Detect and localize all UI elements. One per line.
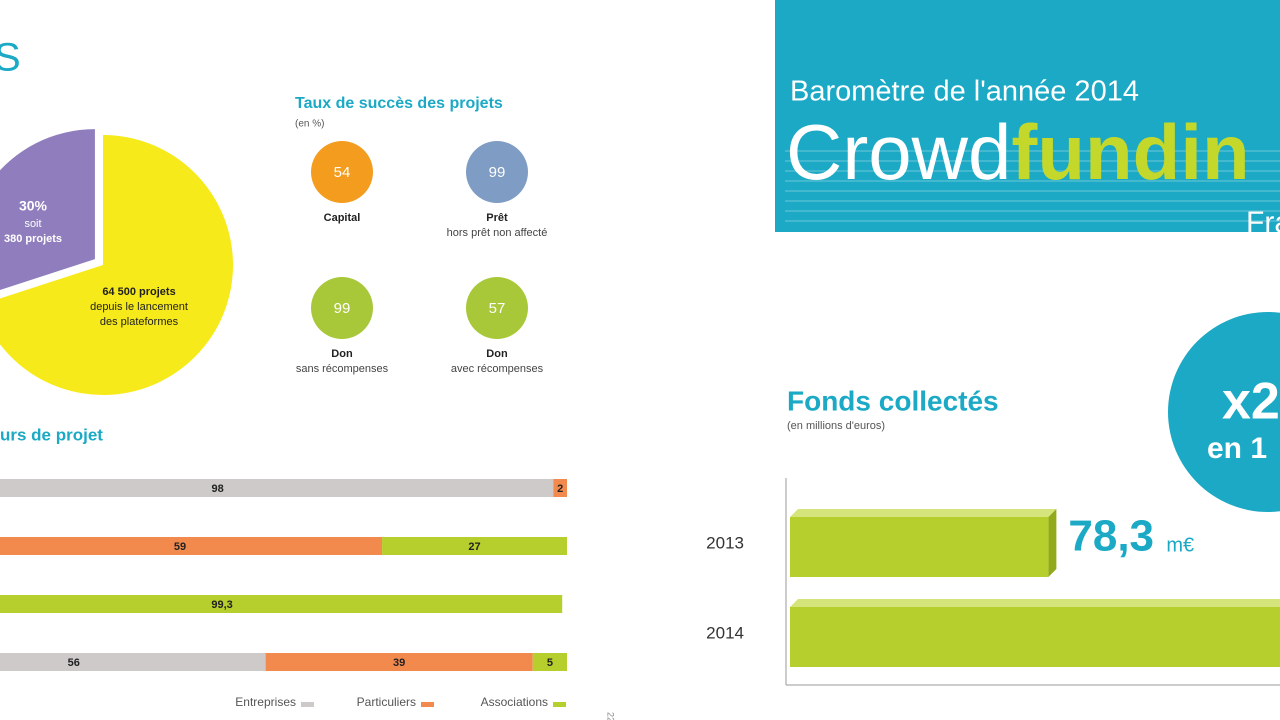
- bar-value-label: 59: [174, 541, 186, 553]
- pie-value-label: 30%: [19, 198, 48, 214]
- bar-segment: [265, 653, 533, 671]
- rate-circle: [311, 141, 373, 203]
- pie-annotation: soit: [24, 218, 41, 230]
- rate-value: 57: [489, 300, 506, 317]
- bar-value-label: 27: [468, 541, 480, 553]
- rate-circle: [466, 141, 528, 203]
- rate-value: 54: [334, 164, 351, 181]
- chart-title: Fonds collectés: [787, 385, 999, 416]
- banner-word-bold: fundin: [1011, 108, 1249, 196]
- pie-slice: [0, 129, 95, 290]
- section-title: Taux de succès des projets: [295, 95, 503, 112]
- y-tick-label: 2013: [706, 533, 744, 552]
- bar-segment: [532, 653, 567, 671]
- pie-annotation: des plateformes: [100, 316, 179, 328]
- bar-value-unit: m€: [1166, 534, 1194, 556]
- bar-value-label: 98: [212, 483, 224, 495]
- banner-title: Crowdfundin: [786, 108, 1250, 196]
- bar-value-label: 56: [68, 657, 80, 669]
- rate-label: Don: [331, 348, 353, 360]
- pie-annotation: 380 projets: [4, 233, 62, 245]
- banner-word-light: Crowd: [786, 108, 1011, 196]
- badge: [1168, 312, 1280, 512]
- rate-note: sans récompenses: [296, 363, 389, 375]
- bar-value-label: 78,3: [1068, 512, 1154, 561]
- banner: [775, 0, 1280, 232]
- y-tick-label: 2014: [706, 623, 744, 642]
- legend-label: Associations: [481, 695, 548, 709]
- rate-note: hors prêt non affecté: [447, 227, 548, 239]
- bar-segment: [0, 595, 563, 613]
- legend-label: Entreprises: [235, 695, 296, 709]
- pie-slice: [0, 135, 233, 395]
- bar-value-label: 39: [393, 657, 405, 669]
- bar-top: [790, 599, 1280, 607]
- rate-label: Don: [486, 348, 508, 360]
- legend-swatch: [553, 702, 566, 707]
- banner-country: Fra: [1246, 206, 1280, 239]
- bar-value-label: 5: [547, 657, 553, 669]
- pie-annotation: depuis le lancement: [90, 301, 188, 313]
- header-fragment: S: [0, 36, 21, 80]
- badge-line1: x2: [1222, 373, 1280, 431]
- rate-label: Capital: [324, 212, 361, 224]
- bar-value-label: 99,3: [211, 599, 232, 611]
- bar-segment: [0, 479, 554, 497]
- rate-circle: [466, 277, 528, 339]
- rate-note: avec récompenses: [451, 363, 544, 375]
- legend-swatch: [421, 702, 434, 707]
- legend-label: Particuliers: [357, 695, 416, 709]
- bar-top: [790, 509, 1057, 517]
- chart-title: urs de projet: [0, 425, 103, 444]
- bar-side: [1048, 509, 1057, 577]
- rate-label: Prêt: [486, 212, 508, 224]
- rate-value: 99: [334, 300, 351, 317]
- section-subtitle: (en %): [295, 119, 324, 130]
- page-number: 22: [606, 712, 616, 720]
- rate-value: 99: [489, 164, 506, 181]
- legend-swatch: [301, 702, 314, 707]
- bar: [790, 517, 1049, 577]
- bar: [790, 607, 1280, 667]
- bar-segment: [553, 479, 567, 497]
- pie-annotation: 64 500 projets: [102, 286, 175, 298]
- chart-subtitle: (en millions d'euros): [787, 420, 885, 432]
- bar-segment: [382, 537, 567, 555]
- banner-kicker: Baromètre de l'année 2014: [790, 76, 1139, 108]
- bar-segment: [0, 537, 383, 555]
- rate-circle: [311, 277, 373, 339]
- bar-segment: [0, 653, 266, 671]
- badge-line2: en 1: [1207, 432, 1267, 465]
- banner-stripes: [785, 150, 1280, 222]
- bar-value-label: 2: [557, 483, 563, 495]
